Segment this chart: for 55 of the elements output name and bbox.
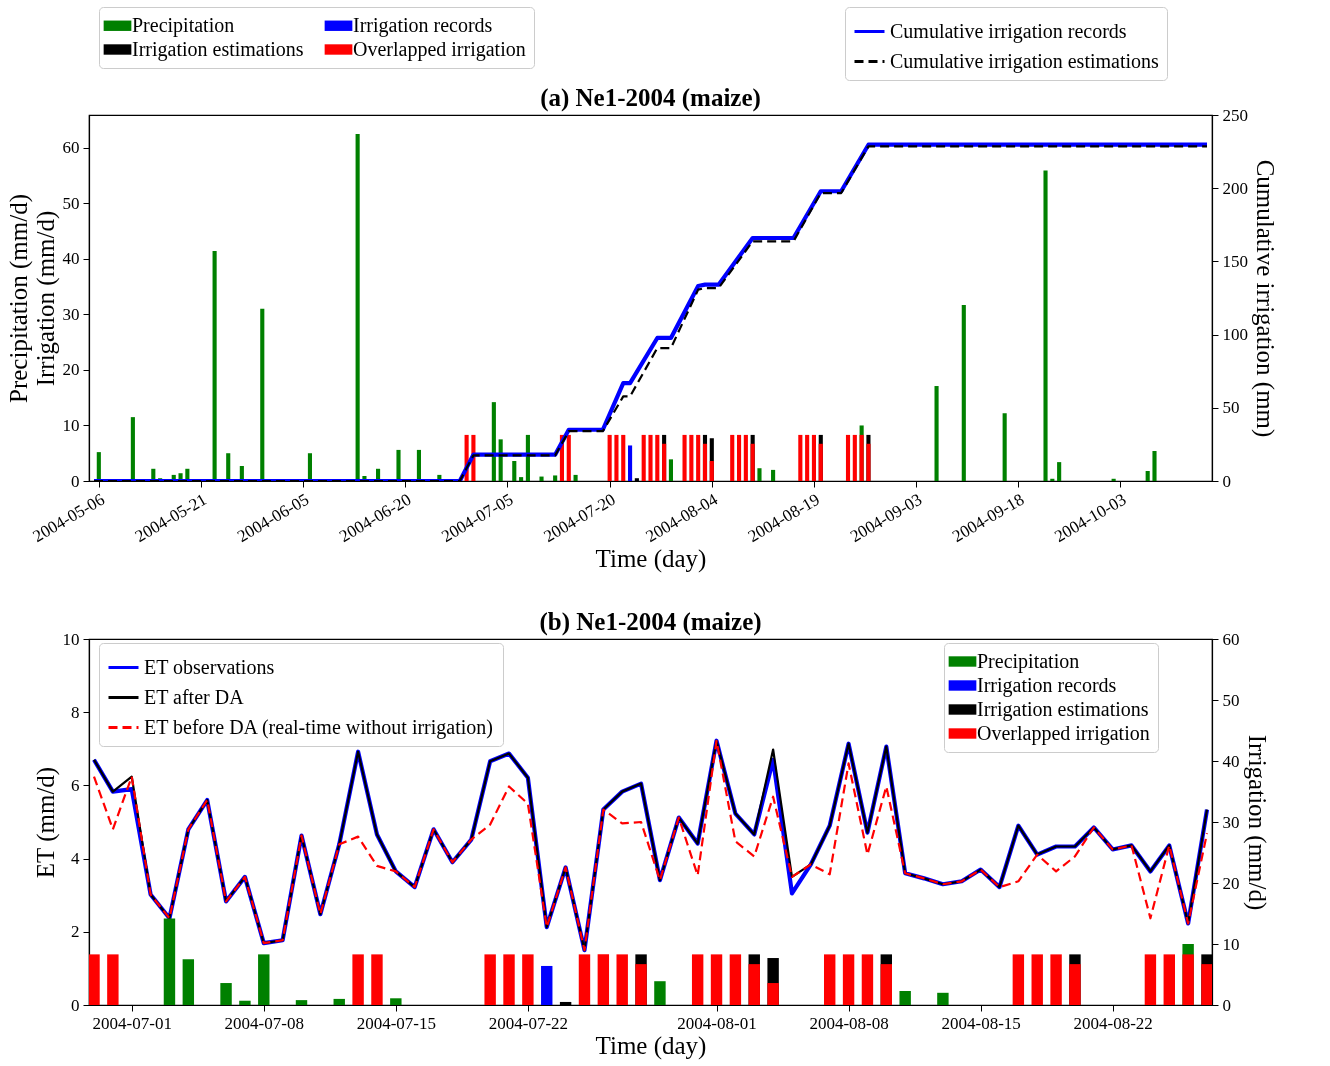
x-tick-label: 2004-07-08 [224, 1013, 304, 1033]
legend-label: Overlapped irrigation [977, 721, 1150, 745]
y2-tick-label: 200 [1222, 178, 1248, 198]
x-tick-label: 2004-08-15 [941, 1013, 1021, 1033]
legend-label: Irrigation estimations [977, 697, 1149, 721]
y2-tick-label: 20 [1222, 873, 1240, 893]
x-tick-label: 2004-07-01 [92, 1013, 172, 1033]
chart-title: (b) Ne1-2004 (maize) [539, 608, 762, 636]
x-tick-label: 2004-08-01 [677, 1013, 757, 1033]
y-tick-label: 60 [62, 138, 80, 158]
legend-label: Precipitation [132, 13, 235, 37]
legend-label: Irrigation records [353, 13, 493, 37]
x-axis-title: Time (day) [595, 545, 707, 574]
chart-title: (a) Ne1-2004 (maize) [540, 84, 761, 112]
legend-label: Irrigation estimations [132, 37, 304, 61]
y-tick-label: 8 [71, 702, 80, 722]
y2-axis-title: Irrigation (mm/d) [1242, 734, 1271, 911]
legend-label: ET observations [144, 655, 275, 678]
y2-tick-label: 10 [1222, 934, 1240, 954]
y-tick-label: 20 [62, 360, 80, 380]
legend-label: Cumulative irrigation records [890, 19, 1127, 43]
legend-label: ET after DA [144, 685, 245, 708]
legend-label: Overlapped irrigation [353, 37, 526, 61]
x-tick-label: 2004-08-08 [809, 1013, 889, 1033]
y2-axis-title: Cumulative irrigation (mm) [1251, 159, 1279, 438]
y2-tick-label: 30 [1222, 812, 1240, 832]
y2-tick-label: 100 [1222, 325, 1248, 345]
y-tick-label: 40 [62, 249, 80, 269]
legend-label: ET before DA (real-time without irrigation) [144, 715, 493, 739]
y2-tick-label: 150 [1222, 251, 1248, 271]
x-axis-title: Time (day) [595, 1031, 707, 1060]
y-tick-label: 6 [71, 775, 80, 795]
x-tick-label: 2004-08-22 [1073, 1013, 1153, 1033]
y2-tick-label: 40 [1222, 751, 1240, 771]
legend-label: Cumulative irrigation estimations [890, 49, 1160, 73]
y2-tick-label: 0 [1222, 995, 1231, 1015]
y-tick-label: 0 [71, 995, 80, 1015]
y-tick-label: 0 [71, 471, 80, 491]
y-tick-label: 4 [71, 849, 80, 869]
y-tick-label: 10 [62, 415, 80, 435]
y-tick-label: 10 [62, 629, 80, 649]
legend-label: Irrigation records [977, 673, 1117, 697]
x-tick-label: 2004-07-22 [488, 1013, 569, 1033]
y2-tick-label: 250 [1222, 105, 1248, 125]
legend-label: Precipitation [977, 649, 1080, 673]
y-tick-label: 50 [62, 193, 80, 213]
y-tick-label: 30 [62, 304, 80, 324]
y-axis-title: ET (mm/d) [31, 766, 60, 879]
y2-tick-label: 50 [1222, 690, 1240, 710]
y-axis-title: Precipitation (mm/d) Irrigation (mm/d) [4, 194, 60, 403]
y2-tick-label: 60 [1222, 629, 1240, 649]
y2-tick-label: 0 [1222, 471, 1231, 491]
y2-tick-label: 50 [1222, 398, 1240, 418]
x-tick-label: 2004-07-15 [356, 1013, 436, 1033]
y-tick-label: 2 [71, 922, 80, 942]
